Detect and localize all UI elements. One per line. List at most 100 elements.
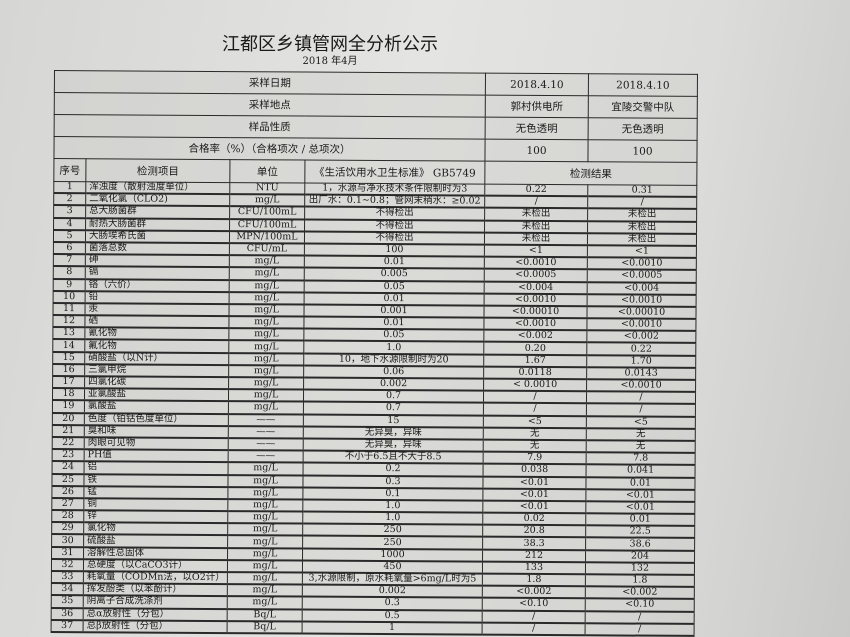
row-result-2: 0.01 bbox=[585, 513, 695, 527]
row-result-2: <0.0010 bbox=[586, 379, 696, 393]
row-item: 耐热大肠菌群 bbox=[85, 217, 230, 231]
row-item: 氯化物 bbox=[83, 522, 228, 536]
row-seq: 23 bbox=[52, 449, 85, 462]
row-unit: mg/L bbox=[227, 486, 303, 500]
row-result-2: 无 bbox=[586, 440, 696, 454]
row-standard: 无异臭，异味 bbox=[303, 438, 484, 452]
row-standard: 3,水源限制，原水耗氧量>6mg/L时为5 bbox=[302, 572, 483, 586]
row-unit: MPN/100mL bbox=[229, 230, 305, 244]
row-item: 硝酸盐（以N计） bbox=[84, 351, 229, 365]
row-item: 镉 bbox=[85, 266, 230, 280]
row-result-1: / bbox=[484, 195, 588, 209]
row-result-1: 无 bbox=[483, 427, 587, 441]
row-unit: mg/L bbox=[228, 364, 304, 378]
row-standard: 1.0 bbox=[302, 511, 483, 525]
row-seq: 28 bbox=[51, 510, 84, 523]
row-unit: mg/L bbox=[229, 255, 305, 268]
row-result-2: 1.8 bbox=[585, 574, 695, 588]
row-standard: 不得检出 bbox=[304, 206, 485, 221]
row-unit: mg/L bbox=[227, 559, 303, 573]
row-result-2: 22.5 bbox=[585, 525, 695, 539]
row-seq: 21 bbox=[52, 424, 85, 438]
row-item: 氰化物 bbox=[84, 327, 229, 341]
row-result-2: <0.002 bbox=[585, 586, 695, 600]
row-unit: mg/L bbox=[227, 523, 303, 536]
row-item: 汞 bbox=[85, 303, 230, 317]
row-result-1: 0.20 bbox=[483, 342, 587, 355]
row-seq: 10 bbox=[53, 290, 86, 304]
row-result-1: / bbox=[482, 622, 586, 636]
row-item: 锰 bbox=[83, 485, 228, 499]
row-item: 耗氧量（CODMn法，以O2计） bbox=[83, 571, 228, 585]
row-unit: mg/L bbox=[229, 267, 305, 281]
row-result-1: <0.0010 bbox=[484, 293, 588, 307]
row-unit: CFU/100mL bbox=[229, 218, 305, 232]
row-result-2: <0.004 bbox=[587, 281, 697, 295]
meta-value-2: 100 bbox=[587, 139, 698, 163]
row-unit: mg/L bbox=[227, 498, 303, 512]
row-unit: mg/L bbox=[228, 389, 304, 402]
row-result-1: 0.0118 bbox=[483, 366, 587, 380]
row-result-2: 无 bbox=[586, 428, 696, 441]
row-item: 总大肠菌群 bbox=[85, 205, 230, 219]
row-result-1: 未检出 bbox=[484, 220, 588, 234]
row-unit: —— bbox=[228, 438, 304, 451]
meta-value-1: 2018.4.10 bbox=[485, 73, 589, 96]
row-seq: 15 bbox=[52, 351, 85, 365]
row-item: PH值 bbox=[84, 449, 229, 463]
row-unit: mg/L bbox=[227, 474, 304, 488]
row-seq: 36 bbox=[51, 607, 84, 620]
row-standard: 0.3 bbox=[302, 596, 483, 611]
row-unit: mg/L bbox=[228, 316, 304, 329]
row-item: 肉眼可见物 bbox=[84, 437, 229, 451]
row-standard: 1.0 bbox=[302, 499, 483, 513]
row-result-2: 38.6 bbox=[585, 537, 695, 551]
row-item: 铅 bbox=[85, 290, 230, 304]
row-result-1: 133 bbox=[482, 561, 586, 575]
row-unit: mg/L bbox=[229, 279, 305, 293]
row-standard: 0.3 bbox=[302, 475, 484, 489]
row-standard: 10，地下水源限制时为20 bbox=[303, 353, 484, 367]
row-result-2: <0.0010 bbox=[587, 293, 697, 307]
row-standard: 0.2 bbox=[303, 462, 484, 477]
row-item: 色度（铂钴色度单位） bbox=[84, 412, 229, 426]
row-unit: mg/L bbox=[227, 572, 303, 585]
row-result-2: 1.70 bbox=[586, 354, 696, 368]
row-result-2: / bbox=[587, 196, 697, 210]
row-item: 铝 bbox=[84, 461, 229, 475]
row-standard: 0.01 bbox=[303, 316, 484, 330]
row-result-1: 212 bbox=[482, 549, 586, 563]
row-seq: 3 bbox=[53, 205, 86, 218]
row-result-1: <0.01 bbox=[482, 476, 587, 489]
row-result-1: 7.9 bbox=[483, 451, 587, 465]
row-item: 臭和味 bbox=[84, 424, 229, 439]
row-standard: 不小于6.5且不大于8.5 bbox=[303, 450, 484, 464]
row-seq: 34 bbox=[51, 583, 84, 596]
row-item: 总硬度（以CaCO3计） bbox=[83, 559, 228, 573]
row-result-1: <0.002 bbox=[482, 585, 586, 599]
row-unit: Bq/L bbox=[227, 608, 303, 622]
row-unit: mg/L bbox=[227, 511, 303, 524]
row-result-1: <0.002 bbox=[483, 329, 587, 343]
row-item: 总α放射性（分包） bbox=[83, 607, 228, 621]
meta-value-1: 100 bbox=[484, 139, 589, 162]
row-standard: 不得检出 bbox=[304, 231, 485, 245]
row-result-2: <0.0010 bbox=[586, 318, 696, 332]
row-unit: mg/L bbox=[228, 328, 304, 341]
row-unit: mg/L bbox=[228, 352, 304, 366]
row-item: 砷 bbox=[85, 254, 230, 268]
meta-value-2: 无色透明 bbox=[588, 117, 698, 141]
row-result-1: 未检出 bbox=[484, 232, 588, 246]
analysis-table: 采样日期 2018.4.10 2018.4.10 采样地点 郭村供电所 宜陵交警中队 样品性… bbox=[51, 70, 698, 637]
row-result-1: / bbox=[483, 390, 587, 404]
header-unit: 单位 bbox=[229, 159, 305, 184]
row-standard: 1 bbox=[302, 621, 483, 635]
row-result-1: <0.01 bbox=[482, 500, 586, 514]
row-seq: 13 bbox=[52, 327, 85, 340]
header-seq: 序号 bbox=[53, 158, 86, 182]
row-result-1: 0.02 bbox=[482, 512, 586, 526]
row-seq: 2 bbox=[53, 193, 86, 206]
row-item: 铬（六价） bbox=[85, 278, 230, 292]
row-seq: 27 bbox=[51, 497, 84, 511]
meta-value-2: 2018.4.10 bbox=[588, 73, 698, 97]
